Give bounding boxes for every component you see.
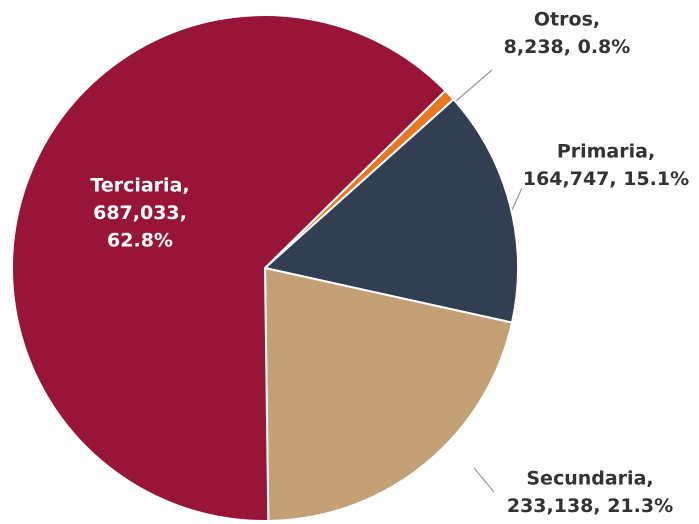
leader-lines xyxy=(455,69,523,493)
data-label: 62.8% xyxy=(107,230,173,252)
pie-slice xyxy=(11,14,447,522)
pie-slice xyxy=(263,266,514,522)
data-label: Otros, xyxy=(534,9,600,31)
data-label: 687,033, xyxy=(93,202,187,224)
leader-line xyxy=(510,187,523,213)
data-label: Primaria, xyxy=(557,141,655,163)
leader-line xyxy=(473,467,495,493)
pie-slice xyxy=(262,97,519,324)
leader-line xyxy=(455,69,493,102)
data-label: 233,138, 21.3% xyxy=(507,495,673,517)
data-label: 164,747, 15.1% xyxy=(523,168,689,190)
data-label: 8,238, 0.8% xyxy=(504,36,631,58)
data-label: Secundaria, xyxy=(526,468,653,490)
data-label: Terciaria, xyxy=(90,175,189,197)
pie xyxy=(11,14,519,522)
